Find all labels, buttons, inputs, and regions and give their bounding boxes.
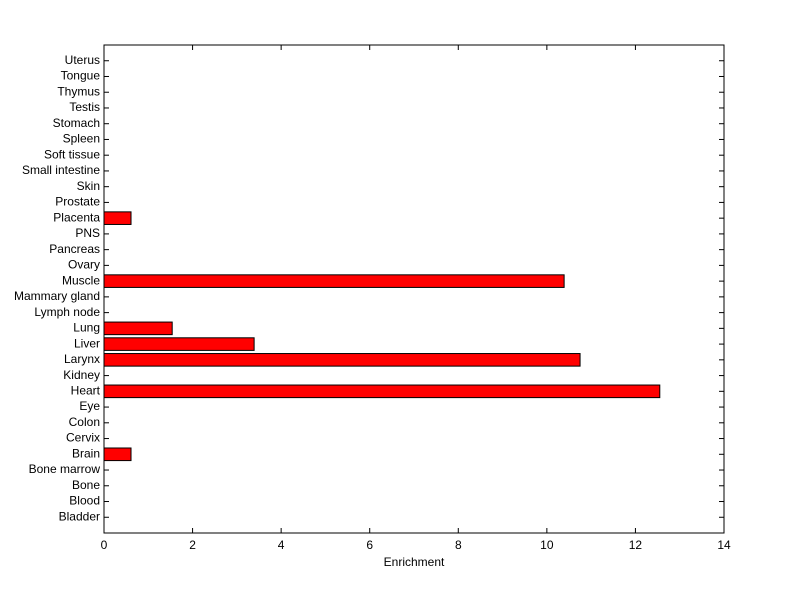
bar <box>103 353 581 367</box>
bar <box>103 321 173 336</box>
bar <box>103 384 661 399</box>
y-tick-label: PNS <box>75 226 100 240</box>
y-tick-label: Thymus <box>57 84 100 98</box>
y-tick-label: Skin <box>77 179 100 193</box>
x-tick-label: 4 <box>278 538 285 552</box>
x-axis-label: Enrichment <box>384 555 445 569</box>
y-tick-label: Bladder <box>59 509 100 523</box>
x-tick-label: 10 <box>540 538 554 552</box>
x-tick-label: 0 <box>101 538 108 552</box>
y-tick-label: Eye <box>79 399 100 413</box>
y-tick-label: Pancreas <box>49 242 100 256</box>
y-tick-label: Kidney <box>63 368 100 382</box>
y-tick-label: Heart <box>71 383 101 397</box>
y-tick-label: Testis <box>69 100 100 114</box>
y-tick-label: Bone marrow <box>29 462 101 476</box>
x-tick-label: 2 <box>189 538 196 552</box>
y-tick-label: Blood <box>69 494 100 508</box>
bar <box>103 447 132 462</box>
y-tick-label: Uterus <box>65 53 100 67</box>
y-tick-label: Lung <box>73 321 100 335</box>
y-tick-label: Prostate <box>55 195 100 209</box>
bar <box>103 337 255 351</box>
y-tick-label: Placenta <box>53 210 100 224</box>
x-tick-label: 14 <box>717 538 731 552</box>
y-tick-label: Muscle <box>62 273 100 287</box>
y-tick-label: Cervix <box>66 431 100 445</box>
y-tick-label: Small intestine <box>22 163 100 177</box>
bar <box>103 274 565 288</box>
y-tick-label: Tongue <box>61 69 101 83</box>
y-tick-label: Ovary <box>68 258 100 272</box>
y-tick-label: Soft tissue <box>44 147 100 161</box>
bar <box>103 211 132 225</box>
x-tick-label: 8 <box>455 538 462 552</box>
x-tick-label: 12 <box>629 538 643 552</box>
y-tick-label: Liver <box>74 336 100 350</box>
y-tick-label: Larynx <box>64 352 100 366</box>
y-tick-label: Lymph node <box>34 305 100 319</box>
plot-frame <box>103 44 725 534</box>
x-tick-label: 6 <box>366 538 373 552</box>
y-tick-label: Bone <box>72 478 100 492</box>
y-tick-label: Spleen <box>63 132 100 146</box>
y-tick-label: Brain <box>72 446 100 460</box>
y-tick-label: Stomach <box>53 116 100 130</box>
y-tick-label: Colon <box>69 415 100 429</box>
y-tick-label: Mammary gland <box>14 289 100 303</box>
